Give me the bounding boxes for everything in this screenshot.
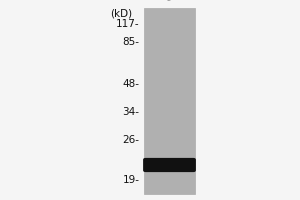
Text: 117-: 117-: [116, 19, 140, 29]
Text: (kD): (kD): [110, 8, 132, 18]
Text: 19-: 19-: [122, 175, 140, 185]
Text: 85-: 85-: [122, 37, 140, 47]
FancyBboxPatch shape: [143, 158, 196, 172]
Text: 48-: 48-: [122, 79, 140, 89]
Text: 34-: 34-: [122, 107, 140, 117]
Bar: [144, 8, 195, 194]
Text: COS7: COS7: [162, 0, 190, 3]
Text: 26-: 26-: [122, 135, 140, 145]
